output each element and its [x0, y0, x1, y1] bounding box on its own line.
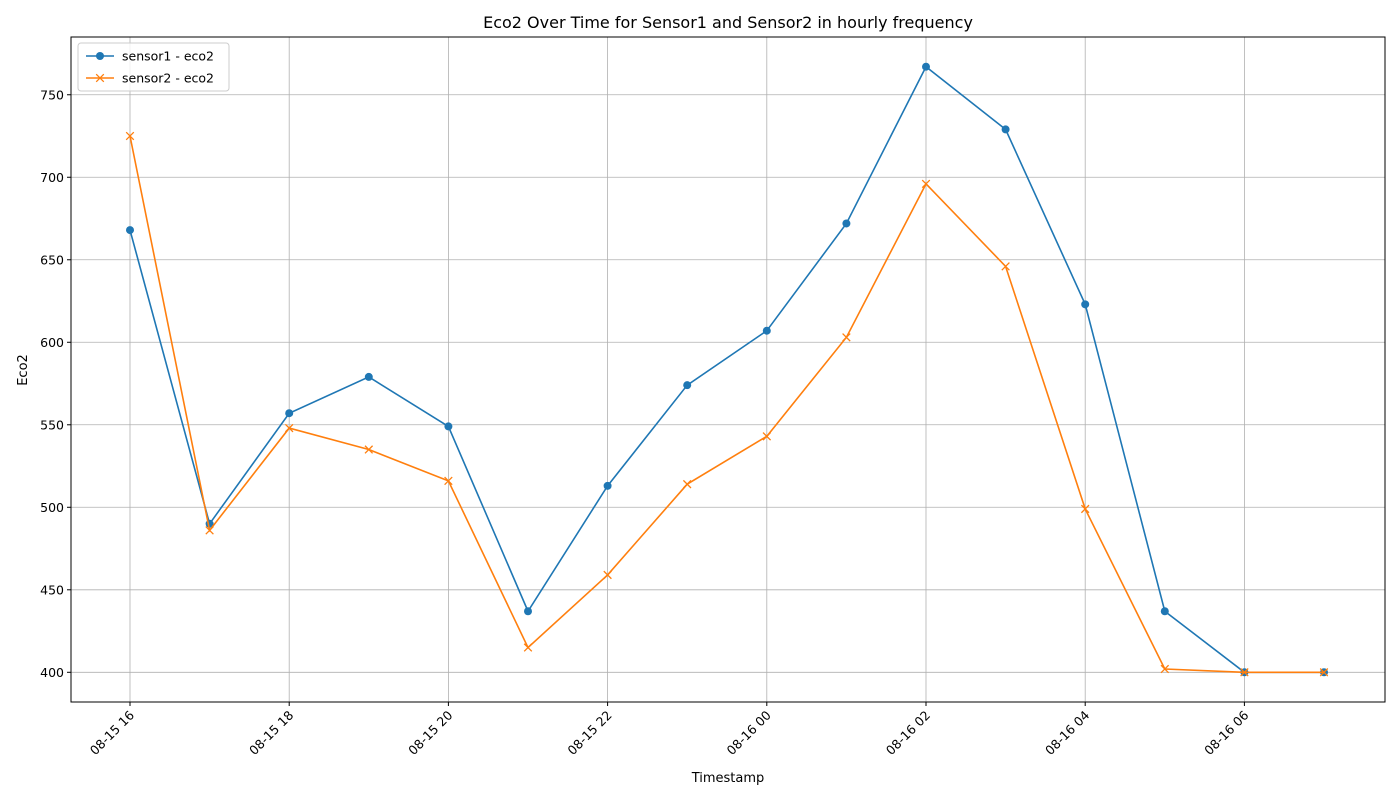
data-point	[1081, 300, 1090, 309]
data-point	[922, 62, 930, 71]
y-tick-label: 500	[40, 500, 64, 515]
data-point	[205, 526, 214, 535]
y-tick-label: 550	[40, 417, 64, 432]
data-point	[444, 476, 453, 486]
data-point	[603, 570, 612, 580]
plot-frame	[70, 36, 1386, 703]
data-point	[444, 422, 453, 431]
series-2	[125, 131, 1329, 677]
data-point	[842, 333, 851, 342]
data-point	[126, 226, 134, 235]
data-point	[683, 381, 692, 390]
data-point	[1001, 262, 1010, 271]
series-1-line	[129, 65, 1324, 674]
data-point	[603, 481, 612, 490]
data-point	[125, 131, 135, 141]
data-point	[762, 326, 771, 335]
data-point	[1001, 125, 1010, 134]
x-axis-title: Timestamp	[691, 771, 765, 786]
y-axis-title: Eco2	[16, 354, 31, 386]
data-point	[1160, 664, 1170, 674]
data-point	[842, 219, 851, 228]
data-point	[524, 607, 532, 616]
y-tick-label: 650	[40, 252, 64, 267]
data-point	[285, 409, 294, 418]
series-2-line	[129, 135, 1324, 674]
series-1	[126, 62, 1328, 677]
y-tick-label: 750	[40, 87, 64, 102]
data-point	[1160, 607, 1169, 616]
data-point	[1240, 668, 1249, 677]
data-point	[682, 479, 692, 489]
data-point	[364, 372, 373, 381]
data-point	[523, 643, 533, 652]
series-layer	[125, 62, 1329, 677]
y-tick-label: 450	[40, 582, 64, 597]
data-point	[1319, 668, 1329, 677]
legend: sensor1 - eco2 sensor2 - eco2	[77, 42, 230, 92]
data-point	[921, 179, 931, 189]
y-tick-label: 600	[40, 335, 64, 350]
data-point	[762, 432, 772, 441]
legend-box	[77, 42, 230, 92]
legend-marker	[95, 73, 105, 83]
chart-title: Eco2 Over Time for Sensor1 and Sensor2 i…	[483, 13, 973, 32]
legend-label: sensor1 - eco2	[122, 49, 214, 64]
legend-label: sensor2 - eco2	[122, 71, 214, 86]
legend-marker	[96, 52, 104, 60]
data-point	[284, 423, 294, 433]
grid-lines	[71, 37, 1385, 702]
y-tick-label: 400	[40, 665, 64, 680]
data-point	[1080, 504, 1090, 514]
y-tick-label: 700	[40, 170, 64, 185]
data-point	[364, 445, 374, 454]
